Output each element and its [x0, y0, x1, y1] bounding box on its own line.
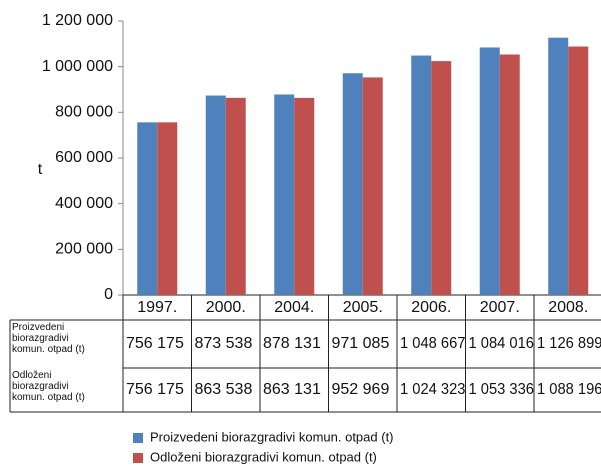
bar [137, 122, 158, 295]
table-value: 1 024 323 [400, 381, 466, 398]
x-tick-label: 2006. [411, 299, 451, 316]
table-value: 878 131 [263, 335, 321, 352]
table-value: 1 048 667 [400, 335, 466, 352]
y-tick-label: 800 000 [55, 104, 113, 121]
y-tick-label: 1 200 000 [42, 12, 113, 29]
table-value: 1 088 196 [537, 381, 601, 398]
bar [411, 55, 432, 295]
bar [568, 46, 589, 295]
bar [294, 97, 315, 295]
legend-swatch [133, 433, 143, 443]
legend-label: Odloženi biorazgradivi komun. otpad (t) [150, 449, 377, 464]
y-tick-label: 200 000 [55, 241, 113, 258]
table-value: 1 084 016 [469, 335, 535, 352]
bar [499, 54, 520, 295]
x-tick-label: 2008. [548, 299, 588, 316]
bar [205, 95, 226, 295]
row-header: Odloženi biorazgradivi komun. otpad (t) [12, 370, 85, 403]
x-tick-label: 2000. [206, 299, 246, 316]
row-header: Proizvedeni biorazgradivi komun. otpad (t) [12, 322, 85, 355]
legend-swatch [133, 453, 143, 463]
y-tick-label: 0 [104, 286, 113, 303]
table-value: 952 969 [332, 381, 390, 398]
table-value: 1 126 899 [537, 335, 601, 352]
table-value: 863 538 [195, 381, 253, 398]
legend-label: Proizvedeni biorazgradivi komun. otpad (… [150, 429, 394, 444]
x-tick-label: 2005. [343, 299, 383, 316]
y-axis-label: t [38, 161, 43, 178]
x-tick-label: 2007. [480, 299, 520, 316]
bar [431, 61, 452, 295]
y-tick-label: 1 000 000 [42, 58, 113, 75]
bar [548, 37, 569, 295]
bar [342, 73, 363, 296]
table-value: 971 085 [332, 335, 390, 352]
bar [274, 94, 295, 295]
bar [225, 97, 246, 295]
table-value: 873 538 [195, 335, 253, 352]
bar [362, 77, 383, 295]
bar [479, 47, 500, 295]
table-value: 756 175 [126, 335, 184, 352]
y-tick-label: 400 000 [55, 195, 113, 212]
x-tick-label: 2004. [274, 299, 314, 316]
y-tick-label: 600 000 [55, 149, 113, 166]
table-value: 1 053 336 [469, 381, 535, 398]
x-tick-label: 1997. [137, 299, 177, 316]
table-value: 863 131 [263, 381, 321, 398]
bar [157, 122, 178, 295]
table-value: 756 175 [126, 381, 184, 398]
